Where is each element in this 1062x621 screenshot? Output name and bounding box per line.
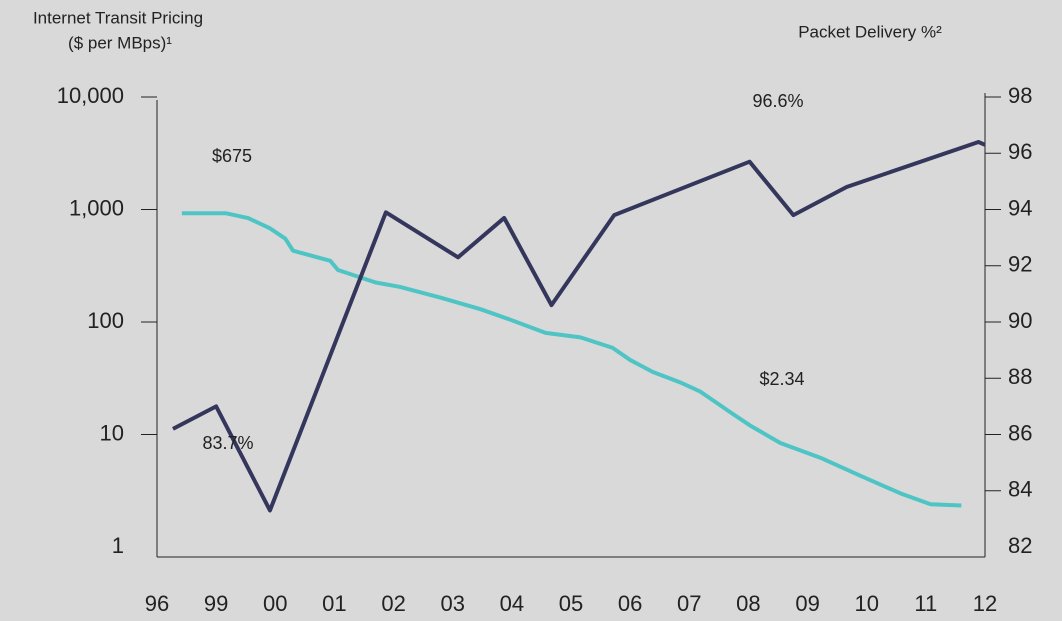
y-tick-label: 1 — [112, 533, 124, 558]
x-tick-label: 02 — [381, 591, 405, 616]
y2-tick-label: 92 — [1008, 252, 1032, 277]
y2-tick-label: 86 — [1008, 420, 1032, 445]
y-tick-label: 100 — [87, 308, 124, 333]
y2-tick-label: 90 — [1008, 308, 1032, 333]
y2-tick-label: 96 — [1008, 139, 1032, 164]
annotation: $675 — [212, 146, 252, 166]
annotation: $2.34 — [759, 369, 804, 389]
annotation: 96.6% — [752, 91, 803, 111]
x-tick-label: 99 — [204, 591, 228, 616]
y2-tick-label: 82 — [1008, 533, 1032, 558]
x-tick-label: 01 — [322, 591, 346, 616]
x-tick-label: 08 — [736, 591, 760, 616]
y2-tick-label: 84 — [1008, 477, 1032, 502]
x-tick-label: 07 — [677, 591, 701, 616]
x-tick-label: 06 — [618, 591, 642, 616]
x-tick-label: 09 — [795, 591, 819, 616]
y2-tick-label: 94 — [1008, 195, 1032, 220]
y2-axis-title: Packet Delivery %² — [798, 22, 942, 41]
y-axis-title: ($ per MBps)¹ — [68, 33, 172, 52]
x-tick-label: 12 — [973, 591, 997, 616]
x-tick-label: 10 — [854, 591, 878, 616]
x-tick-label: 04 — [500, 591, 524, 616]
x-tick-label: 03 — [440, 591, 464, 616]
annotation: 83.7% — [202, 433, 253, 453]
y-tick-label: 10,000 — [57, 83, 124, 108]
x-tick-label: 00 — [263, 591, 287, 616]
line-series — [172, 140, 986, 513]
x-tick-label: 11 — [914, 591, 937, 616]
y-tick-label: 1,000 — [69, 195, 124, 220]
y2-tick-label: 98 — [1008, 83, 1032, 108]
line-series — [181, 211, 962, 508]
y-axis-title: Internet Transit Pricing — [33, 8, 203, 27]
x-tick-label: 96 — [145, 591, 169, 616]
y2-tick-label: 88 — [1008, 364, 1032, 389]
y-tick-label: 10 — [100, 420, 124, 445]
x-tick-label: 05 — [559, 591, 583, 616]
